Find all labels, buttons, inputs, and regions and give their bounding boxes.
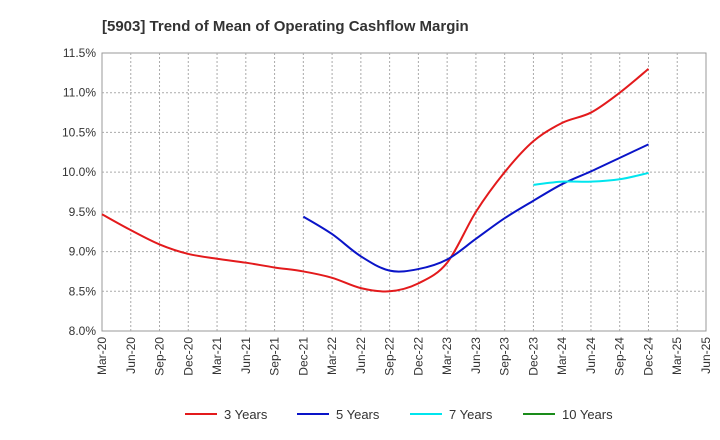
y-tick-label: 8.5% — [69, 284, 97, 298]
y-tick-label: 10.0% — [62, 165, 96, 179]
x-tick-label: Dec-23 — [526, 337, 540, 376]
x-tick-label: Sep-21 — [268, 337, 282, 376]
y-tick-label: 9.5% — [69, 205, 97, 219]
x-tick-label: Sep-24 — [613, 337, 627, 376]
x-tick-label: Mar-20 — [95, 337, 109, 375]
series-line-3-years — [101, 68, 650, 293]
y-tick-label: 9.0% — [69, 245, 97, 259]
x-tick-label: Sep-22 — [383, 337, 397, 376]
grid — [102, 53, 706, 331]
x-tick-label: Jun-22 — [354, 337, 368, 374]
x-tick-label: Jun-25 — [699, 337, 713, 374]
series-group — [101, 68, 650, 293]
x-tick-label: Dec-21 — [296, 337, 310, 376]
y-axis: 8.0% 8.5% 9.0% 9.5% 10.0% 10.5% 11.0% 11.5% — [62, 46, 96, 338]
x-tick-label: Dec-24 — [641, 337, 655, 376]
x-tick-label: Jun-21 — [239, 337, 253, 374]
x-tick-label: Jun-20 — [124, 337, 138, 374]
x-tick-label: Mar-22 — [325, 337, 339, 375]
series-line-7-years — [533, 171, 649, 186]
x-tick-label: Mar-25 — [670, 337, 684, 375]
legend: 3 Years 5 Years 7 Years 10 Years — [185, 407, 613, 422]
x-tick-label: Sep-23 — [498, 337, 512, 376]
y-tick-label: 8.0% — [69, 324, 97, 338]
x-axis: Mar-20 Jun-20 Sep-20 Dec-20 Mar-21 Jun-21 Sep-… — [95, 337, 713, 376]
x-tick-label: Dec-22 — [411, 337, 425, 376]
legend-label-7-years: 7 Years — [449, 407, 493, 422]
y-tick-label: 11.0% — [63, 86, 96, 100]
y-tick-label: 10.5% — [62, 125, 96, 139]
chart-title: [5903] Trend of Mean of Operating Cashfl… — [102, 18, 469, 35]
plot-area — [101, 52, 707, 332]
x-tick-label: Sep-20 — [153, 337, 167, 376]
x-tick-label: Mar-23 — [440, 337, 454, 375]
series-line-5-years — [302, 143, 649, 273]
x-tick-label: Mar-24 — [555, 337, 569, 375]
y-tick-label: 11.5% — [63, 46, 96, 60]
x-tick-label: Dec-20 — [181, 337, 195, 376]
legend-label-10-years: 10 Years — [562, 407, 613, 422]
x-tick-label: Jun-23 — [469, 337, 483, 374]
legend-label-5-years: 5 Years — [336, 407, 380, 422]
x-tick-label: Mar-21 — [210, 337, 224, 375]
legend-label-3-years: 3 Years — [224, 407, 268, 422]
x-tick-label: Jun-24 — [584, 337, 598, 374]
